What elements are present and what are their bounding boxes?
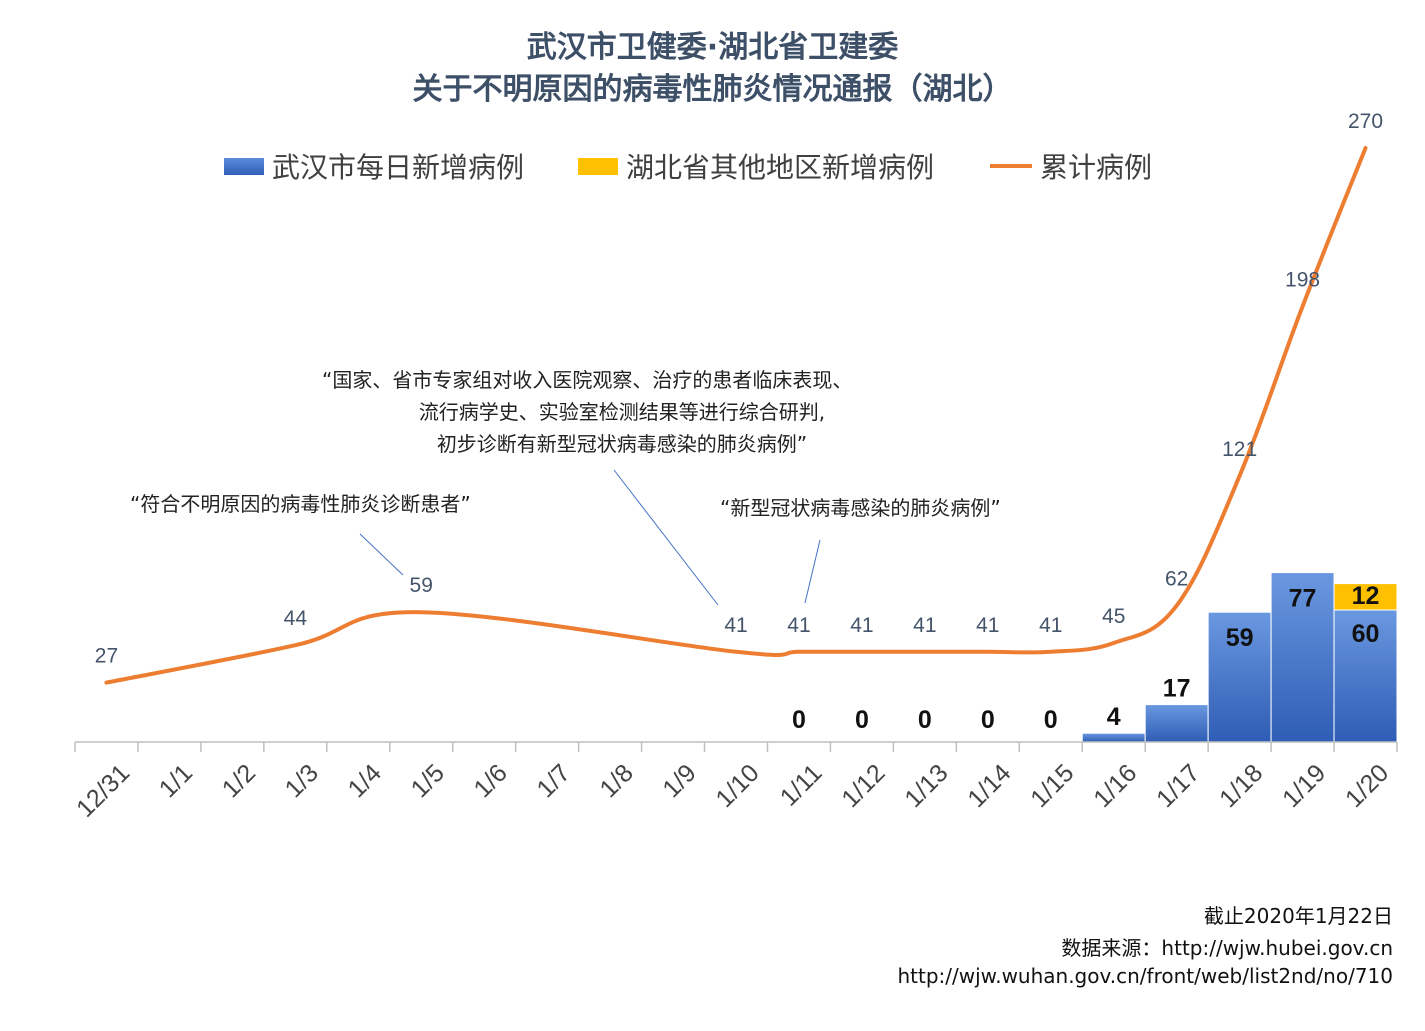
x-axis: 12/31 1/1 1/2 1/3 1/4 1/5 1/6 1/7 1/8 1/9 1/10 1/11… xyxy=(71,741,1398,823)
legend-label-wuhan: 武汉市每日新增病例 xyxy=(272,151,525,184)
x-tick-label-1/14: 1/14 xyxy=(962,759,1016,813)
x-tick-label-1/18: 1/18 xyxy=(1214,759,1268,813)
bar-wuhan-1/16 xyxy=(1081,732,1146,743)
bar-label-wuhan-1/17: 17 xyxy=(1163,675,1191,703)
source-url-hubei: 数据来源：http://wjw.hubei.gov.cn xyxy=(1061,936,1393,960)
cumulative-label-1/19: 198 xyxy=(1285,268,1320,291)
bars-layer xyxy=(1081,572,1398,743)
cumulative-label-1/16: 45 xyxy=(1102,605,1125,628)
chart-title-line1: 武汉市卫健委·湖北省卫建委 xyxy=(526,30,899,65)
x-tick-label-1/16: 1/16 xyxy=(1088,759,1142,813)
bar-label-wuhan-1/16: 4 xyxy=(1107,703,1121,731)
cumulative-label-1/17: 62 xyxy=(1165,568,1188,591)
leader-line-3 xyxy=(804,539,821,604)
data-labels-layer: 27 44 59 41 41 41 41 41 41 45 62 121 198 270 0 0 0 0 0 4 17 5… xyxy=(95,110,1383,734)
cumulative-label-1/20: 270 xyxy=(1348,110,1383,133)
legend-swatch-wuhan xyxy=(224,157,264,175)
bar-label-wuhan-1/11: 0 xyxy=(792,706,806,734)
x-tick-label-1/9: 1/9 xyxy=(657,759,701,803)
cumulative-line-layer xyxy=(104,146,1368,685)
leader-line-2 xyxy=(613,469,719,606)
cumulative-label-1/14: 41 xyxy=(976,614,999,637)
x-tick-label-1/8: 1/8 xyxy=(594,759,638,803)
annotation-2-line2: 流行病学史、实验室检测结果等进行综合研判, xyxy=(418,400,826,424)
x-tick-label-1/15: 1/15 xyxy=(1025,759,1079,813)
x-tick-label-1/20: 1/20 xyxy=(1340,759,1394,813)
bar-label-wuhan-1/18: 59 xyxy=(1226,624,1254,652)
bar-label-wuhan-1/13: 0 xyxy=(918,706,932,734)
bar-label-wuhan-1/20: 60 xyxy=(1352,620,1380,648)
source-date: 截止2020年1月22日 xyxy=(1203,904,1393,928)
x-tick-label-1/3: 1/3 xyxy=(280,759,324,803)
annotation-1: “符合不明原因的病毒性肺炎诊断患者” xyxy=(130,492,471,516)
cumulative-line xyxy=(104,146,1368,685)
x-tick-label-1/4: 1/4 xyxy=(343,759,387,803)
bar-label-wuhan-1/15: 0 xyxy=(1044,706,1058,734)
x-tick-label-1/5: 1/5 xyxy=(406,759,450,803)
bar-label-wuhan-1/19: 77 xyxy=(1289,585,1317,613)
x-tick-label-1/11: 1/11 xyxy=(775,759,828,812)
bar-label-hubei-other-1/20: 12 xyxy=(1352,582,1380,610)
x-tick-label-1/1: 1/1 xyxy=(154,759,198,803)
bar-wuhan-1/20 xyxy=(1333,609,1398,743)
annotation-3: “新型冠状病毒感染的肺炎病例” xyxy=(720,496,1001,520)
cumulative-label-1/5: 59 xyxy=(410,574,433,597)
x-tick-label-1/13: 1/13 xyxy=(899,759,953,813)
bar-label-wuhan-1/12: 0 xyxy=(855,706,869,734)
bar-hubei-other-1/20 xyxy=(1333,583,1398,611)
x-tick-label-1/6: 1/6 xyxy=(468,759,512,803)
cumulative-label-12/31: 27 xyxy=(95,645,118,668)
legend: 武汉市每日新增病例 湖北省其他地区新增病例 累计病例 xyxy=(0,146,1425,186)
legend-label-hubei-other: 湖北省其他地区新增病例 xyxy=(626,151,935,184)
legend-label-cumulative: 累计病例 xyxy=(1040,151,1153,184)
x-tick-label-1/10: 1/10 xyxy=(710,759,764,813)
cumulative-label-1/15: 41 xyxy=(1039,614,1062,637)
cumulative-label-1/10: 41 xyxy=(724,614,747,637)
annotation-2-line1: “国家、省市专家组对收入医院观察、治疗的患者临床表现、 xyxy=(322,368,853,392)
x-tick-label-12/31: 12/31 xyxy=(71,759,135,823)
cumulative-label-1/12: 41 xyxy=(850,614,873,637)
x-tick-label-1/7: 1/7 xyxy=(531,759,575,803)
x-tick-label-1/17: 1/17 xyxy=(1151,759,1205,813)
bar-wuhan-1/17 xyxy=(1144,704,1209,743)
legend-item-hubei-other: 湖北省其他地区新增病例 xyxy=(578,146,934,186)
legend-item-cumulative: 累计病例 xyxy=(990,146,1152,186)
cumulative-label-1/13: 41 xyxy=(913,614,936,637)
source-url-wuhan: http://wjw.wuhan.gov.cn/front/web/list2n… xyxy=(897,964,1394,988)
annotation-2-line3: 初步诊断有新型冠状病毒感染的肺炎病例” xyxy=(436,432,808,456)
chart-title-line2: 关于不明原因的病毒性肺炎情况通报（湖北） xyxy=(412,72,1013,107)
legend-item-wuhan: 武汉市每日新增病例 xyxy=(224,146,524,186)
cumulative-label-1/3: 44 xyxy=(284,607,308,630)
annotation-leaders xyxy=(359,469,821,606)
legend-swatch-cumulative xyxy=(990,164,1032,168)
cumulative-label-1/18: 121 xyxy=(1222,438,1257,461)
legend-swatch-hubei-other xyxy=(578,157,618,175)
x-tick-label-1/19: 1/19 xyxy=(1277,759,1331,813)
x-tick-label-1/2: 1/2 xyxy=(217,759,261,803)
x-tick-label-1/12: 1/12 xyxy=(836,759,890,813)
leader-line-1 xyxy=(359,533,404,576)
bar-label-wuhan-1/14: 0 xyxy=(981,706,995,734)
cumulative-label-1/11: 41 xyxy=(787,614,810,637)
